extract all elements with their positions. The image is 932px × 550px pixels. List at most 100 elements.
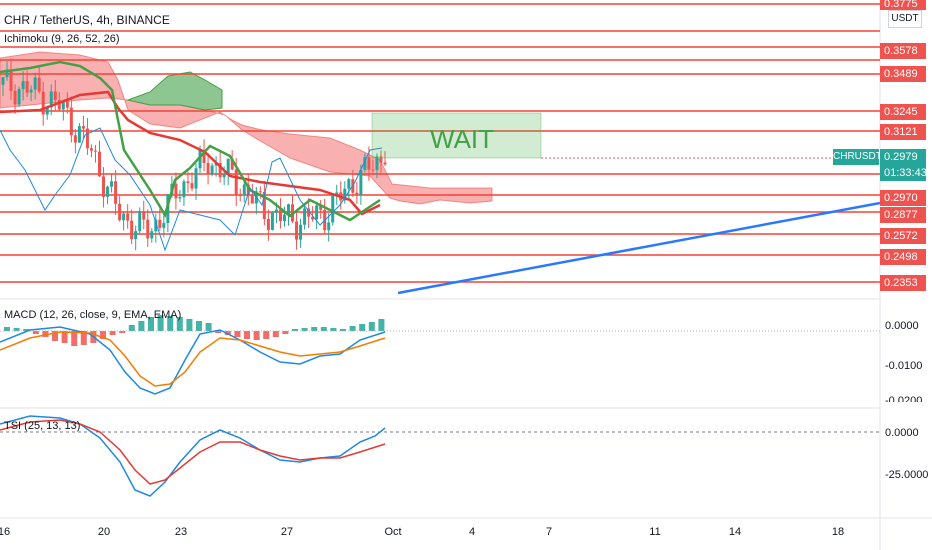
candle-body-26 — [106, 187, 109, 197]
candle-body-4 — [18, 89, 21, 104]
candle-body-74 — [299, 225, 302, 240]
price-tag-3: 0.3121 — [880, 124, 926, 140]
price-tag-top-cut: 0.3775 — [880, 0, 926, 10]
candle-body-20 — [82, 126, 85, 128]
macd-histogram-bar-11 — [110, 331, 116, 335]
candle-body-46 — [186, 181, 189, 183]
candle-body-17 — [70, 108, 73, 136]
candle-body-64 — [259, 191, 262, 192]
time-tick-8: 14 — [729, 526, 741, 538]
candle-body-44 — [178, 197, 181, 198]
candle-body-39 — [158, 220, 161, 228]
macd-histogram-bar-27 — [263, 331, 269, 339]
candle-body-23 — [94, 151, 97, 152]
time-tick-7: 11 — [649, 526, 660, 538]
candle-body-92 — [371, 170, 374, 171]
current-price-value: 0.2979 — [884, 149, 926, 165]
candle-body-19 — [78, 126, 81, 142]
time-tick-1: 20 — [98, 526, 110, 538]
candle-body-35 — [142, 211, 145, 219]
candle-body-27 — [110, 181, 113, 186]
candle-body-89 — [359, 170, 362, 195]
candle-body-8 — [34, 78, 37, 90]
macd-histogram-bar-21 — [206, 323, 212, 331]
current-symbol-tag: CHRUSDT — [833, 149, 879, 165]
candle-body-24 — [98, 152, 101, 177]
candle-body-5 — [22, 81, 25, 89]
macd-histogram-bar-25 — [244, 331, 250, 339]
candle-body-95 — [384, 163, 387, 165]
candle-body-82 — [331, 196, 334, 223]
candle-body-33 — [134, 231, 137, 239]
time-tick-5: 4 — [469, 526, 475, 538]
macd-histogram-bar-0 — [4, 327, 10, 331]
time-tick-2: 23 — [175, 526, 187, 538]
candle-body-75 — [303, 208, 306, 224]
macd-histogram-bar-28 — [273, 331, 279, 337]
candle-body-36 — [146, 220, 149, 239]
macd-histogram-bar-24 — [234, 331, 240, 337]
candle-body-73 — [295, 222, 298, 240]
macd-histogram-bar-36 — [350, 326, 356, 331]
time-tick-3: 27 — [281, 526, 293, 538]
candle-body-43 — [174, 184, 177, 199]
tsi-tick-0: 0.0000 — [885, 427, 919, 439]
candle-body-37 — [150, 231, 153, 238]
candle-body-9 — [38, 78, 41, 92]
price-tag-4: 0.2970 — [880, 190, 926, 206]
macd-histogram-bar-14 — [138, 321, 144, 331]
candle-body-45 — [182, 181, 185, 197]
candle-body-78 — [315, 206, 318, 220]
macd-histogram-bar-39 — [378, 319, 384, 331]
candle-body-13 — [54, 91, 57, 100]
candle-body-67 — [271, 213, 274, 230]
candle-body-30 — [122, 213, 125, 220]
candle-body-86 — [347, 179, 350, 189]
wait-annotation[interactable]: WAIT — [430, 124, 494, 155]
macd-histogram-bar-33 — [321, 327, 327, 331]
candle-body-91 — [367, 157, 370, 169]
current-price-tag: 0.2979 01:33:43 — [880, 149, 926, 181]
candle-body-68 — [275, 209, 278, 212]
candle-body-69 — [279, 209, 282, 221]
macd-histogram-bar-32 — [311, 327, 317, 331]
macd-histogram-bar-26 — [254, 331, 260, 340]
price-tag-5: 0.2877 — [880, 207, 926, 223]
candle-body-70 — [283, 215, 286, 221]
candle-body-0 — [2, 77, 5, 85]
tsi-label: TSI (25, 13, 13) — [4, 420, 80, 432]
candle-body-88 — [355, 193, 358, 195]
macd-histogram-bar-37 — [359, 324, 365, 331]
candle-body-28 — [114, 181, 117, 204]
macd-label: MACD (12, 26, close, 9, EMA, EMA) — [4, 309, 181, 321]
candle-body-7 — [30, 90, 33, 93]
candle-body-18 — [74, 135, 77, 142]
macd-tick-2: -0.0200 — [885, 395, 922, 402]
candle-body-40 — [162, 223, 165, 228]
trendline — [398, 203, 880, 293]
candle-body-60 — [243, 185, 246, 196]
candle-body-6 — [26, 81, 29, 92]
price-tag-6: 0.2572 — [880, 228, 926, 244]
tsi-tick-1: -25.0000 — [885, 469, 928, 481]
price-tag-2: 0.3245 — [880, 104, 926, 120]
candle-body-29 — [118, 204, 121, 220]
candle-body-62 — [251, 195, 254, 204]
countdown-value: 01:33:43 — [884, 165, 926, 181]
price-tag-1: 0.3489 — [880, 66, 926, 82]
candle-body-47 — [190, 183, 193, 188]
candle-body-2 — [10, 70, 13, 91]
price-tag-8: 0.2353 — [880, 275, 926, 291]
macd-histogram-bar-38 — [369, 322, 375, 331]
candle-body-52 — [211, 165, 214, 174]
macd-histogram-bar-13 — [129, 325, 135, 331]
candle-body-51 — [207, 163, 210, 175]
candle-body-66 — [267, 219, 270, 230]
macd-histogram-bar-19 — [186, 319, 192, 331]
candle-body-3 — [14, 91, 17, 105]
currency-badge[interactable]: USDT — [888, 10, 922, 28]
candle-body-16 — [66, 101, 69, 108]
candle-body-34 — [138, 211, 141, 231]
time-tick-4: Oct — [384, 526, 401, 538]
